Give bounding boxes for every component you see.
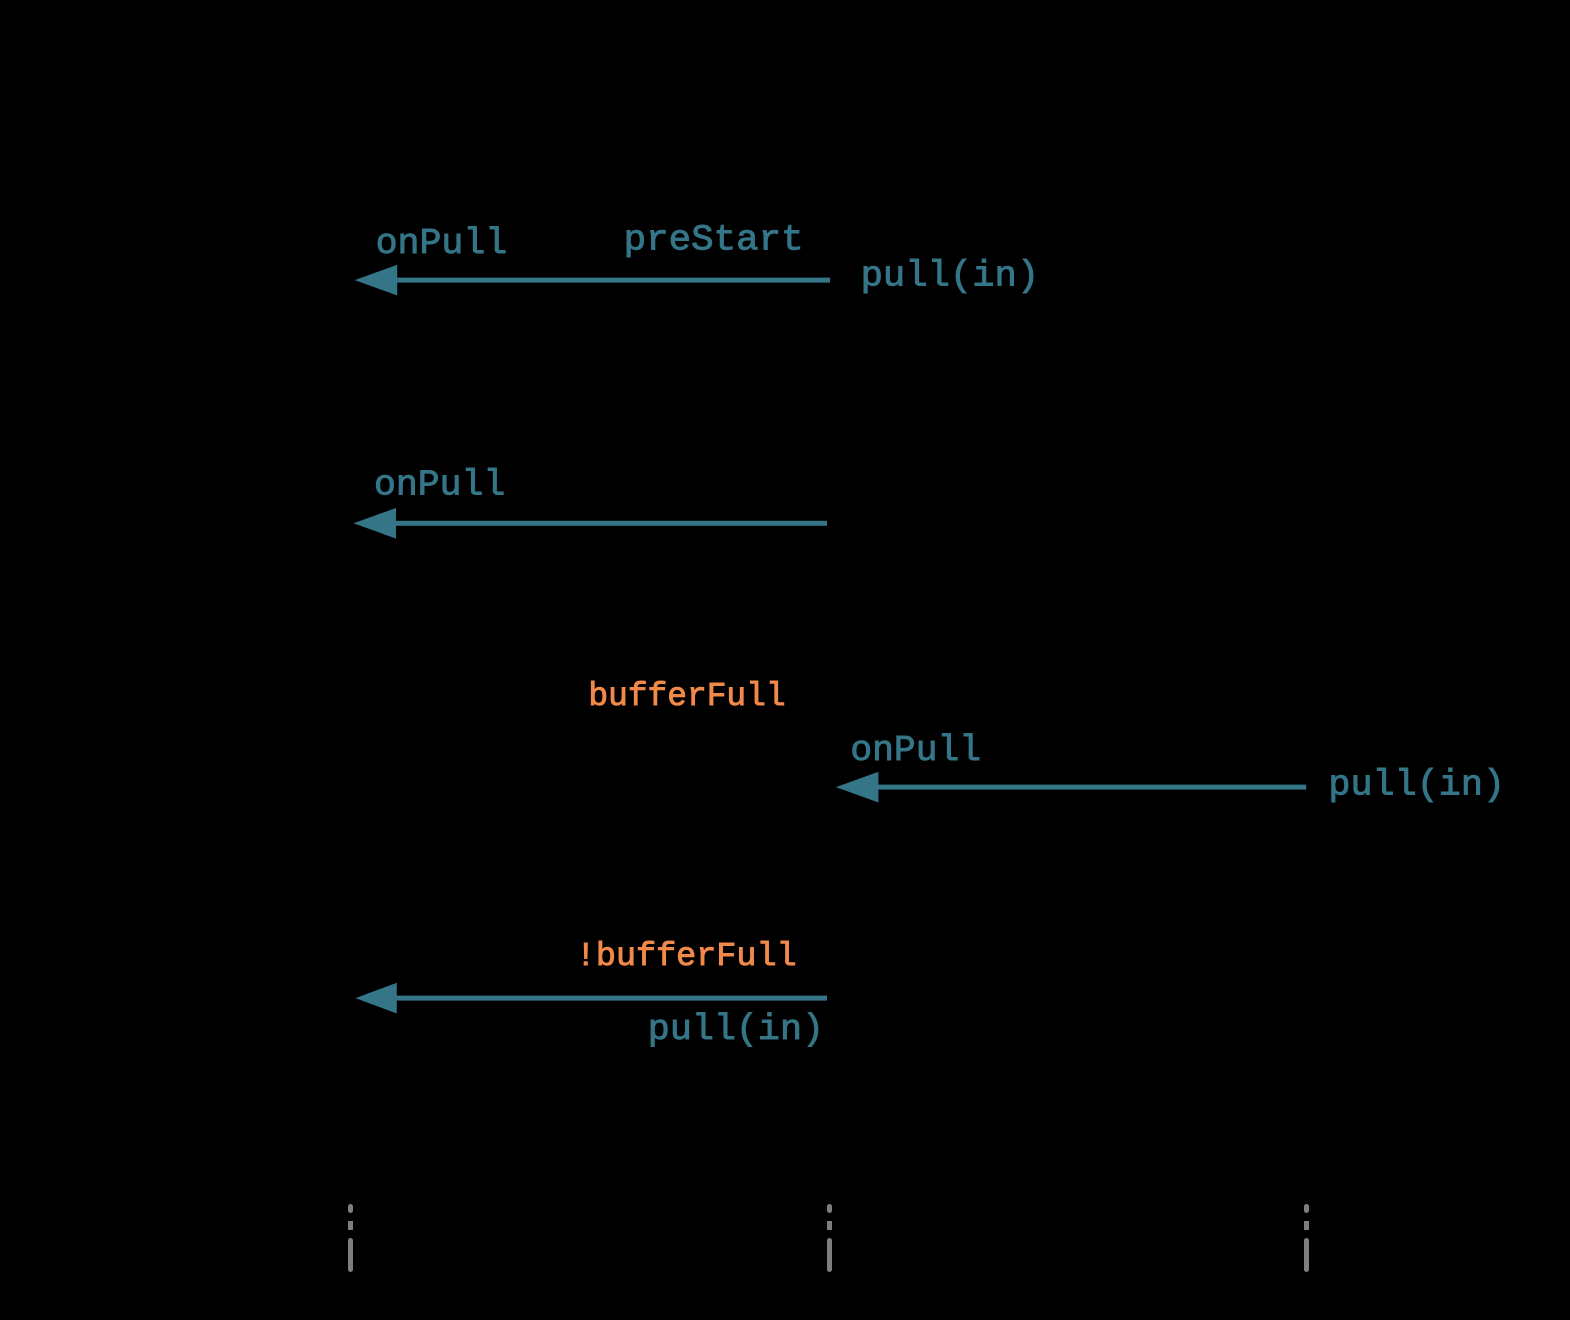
svg-text:bufferFull: bufferFull [588,678,785,716]
svg-text:pull(in): pull(in) [1328,765,1505,806]
svg-text:onPull: onPull [850,730,981,771]
svg-text:onPull: onPull [376,223,508,264]
svg-text:pull(in): pull(in) [648,1009,824,1050]
svg-text:preStart: preStart [624,219,804,260]
svg-text:!bufferFull: !bufferFull [576,938,797,976]
svg-text:pull(in): pull(in) [861,256,1040,297]
svg-text:onPull: onPull [374,464,505,505]
